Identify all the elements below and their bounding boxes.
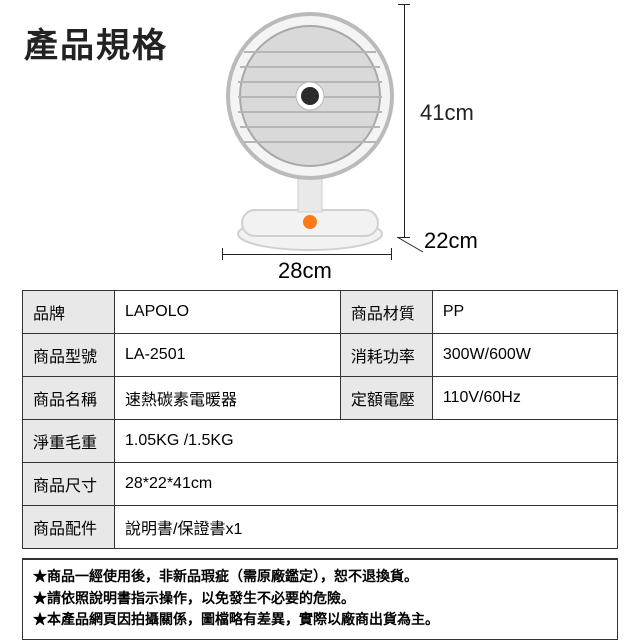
spec-key: 商品名稱: [23, 377, 115, 420]
spec-key: 商品型號: [23, 334, 115, 377]
spec-key: 商品材質: [340, 291, 432, 334]
dim-height-label: 41cm: [420, 100, 474, 126]
spec-key: 淨重毛重: [23, 420, 115, 463]
heater-svg: [220, 12, 400, 252]
dim-width-label: 28cm: [278, 258, 332, 284]
table-row: 商品型號 LA-2501 消耗功率 300W/600W: [23, 334, 618, 377]
page-title: 產品規格: [24, 18, 168, 67]
spec-val: LA-2501: [115, 334, 341, 377]
spec-val: 說明書/保證書x1: [115, 506, 618, 549]
notice-line: ★商品一經使用後，非新品瑕疵（需原廠鑑定），恕不退換貨。: [33, 566, 607, 588]
spec-key: 商品配件: [23, 506, 115, 549]
spec-val: 300W/600W: [432, 334, 617, 377]
spec-val: LAPOLO: [115, 291, 341, 334]
notice-line: ★本產品網頁因拍攝關係，圖檔略有差異，實際以廠商出貨為主。: [33, 609, 607, 631]
table-row: 商品名稱 速熱碳素電暖器 定額電壓 110V/60Hz: [23, 377, 618, 420]
table-row: 商品尺寸 28*22*41cm: [23, 463, 618, 506]
spec-val: 1.05KG /1.5KG: [115, 420, 618, 463]
notice-box: ★商品一經使用後，非新品瑕疵（需原廠鑑定），恕不退換貨。 ★請依照說明書指示操作…: [22, 558, 618, 640]
table-row: 品牌 LAPOLO 商品材質 PP: [23, 291, 618, 334]
spec-val: 28*22*41cm: [115, 463, 618, 506]
spec-val: PP: [432, 291, 617, 334]
table-row: 淨重毛重 1.05KG /1.5KG: [23, 420, 618, 463]
dim-line-width: [222, 254, 392, 255]
spec-key: 定額電壓: [340, 377, 432, 420]
notice-line: ★請依照說明書指示操作，以免發生不必要的危險。: [33, 588, 607, 610]
spec-key: 商品尺寸: [23, 463, 115, 506]
dim-line-vertical: [404, 4, 405, 238]
spec-val: 110V/60Hz: [432, 377, 617, 420]
table-row: 商品配件 說明書/保證書x1: [23, 506, 618, 549]
spec-key: 品牌: [23, 291, 115, 334]
dim-depth-label: 22cm: [424, 228, 478, 254]
spec-val: 速熱碳素電暖器: [115, 377, 341, 420]
spec-key: 消耗功率: [340, 334, 432, 377]
spec-table: 品牌 LAPOLO 商品材質 PP 商品型號 LA-2501 消耗功率 300W…: [22, 290, 618, 549]
